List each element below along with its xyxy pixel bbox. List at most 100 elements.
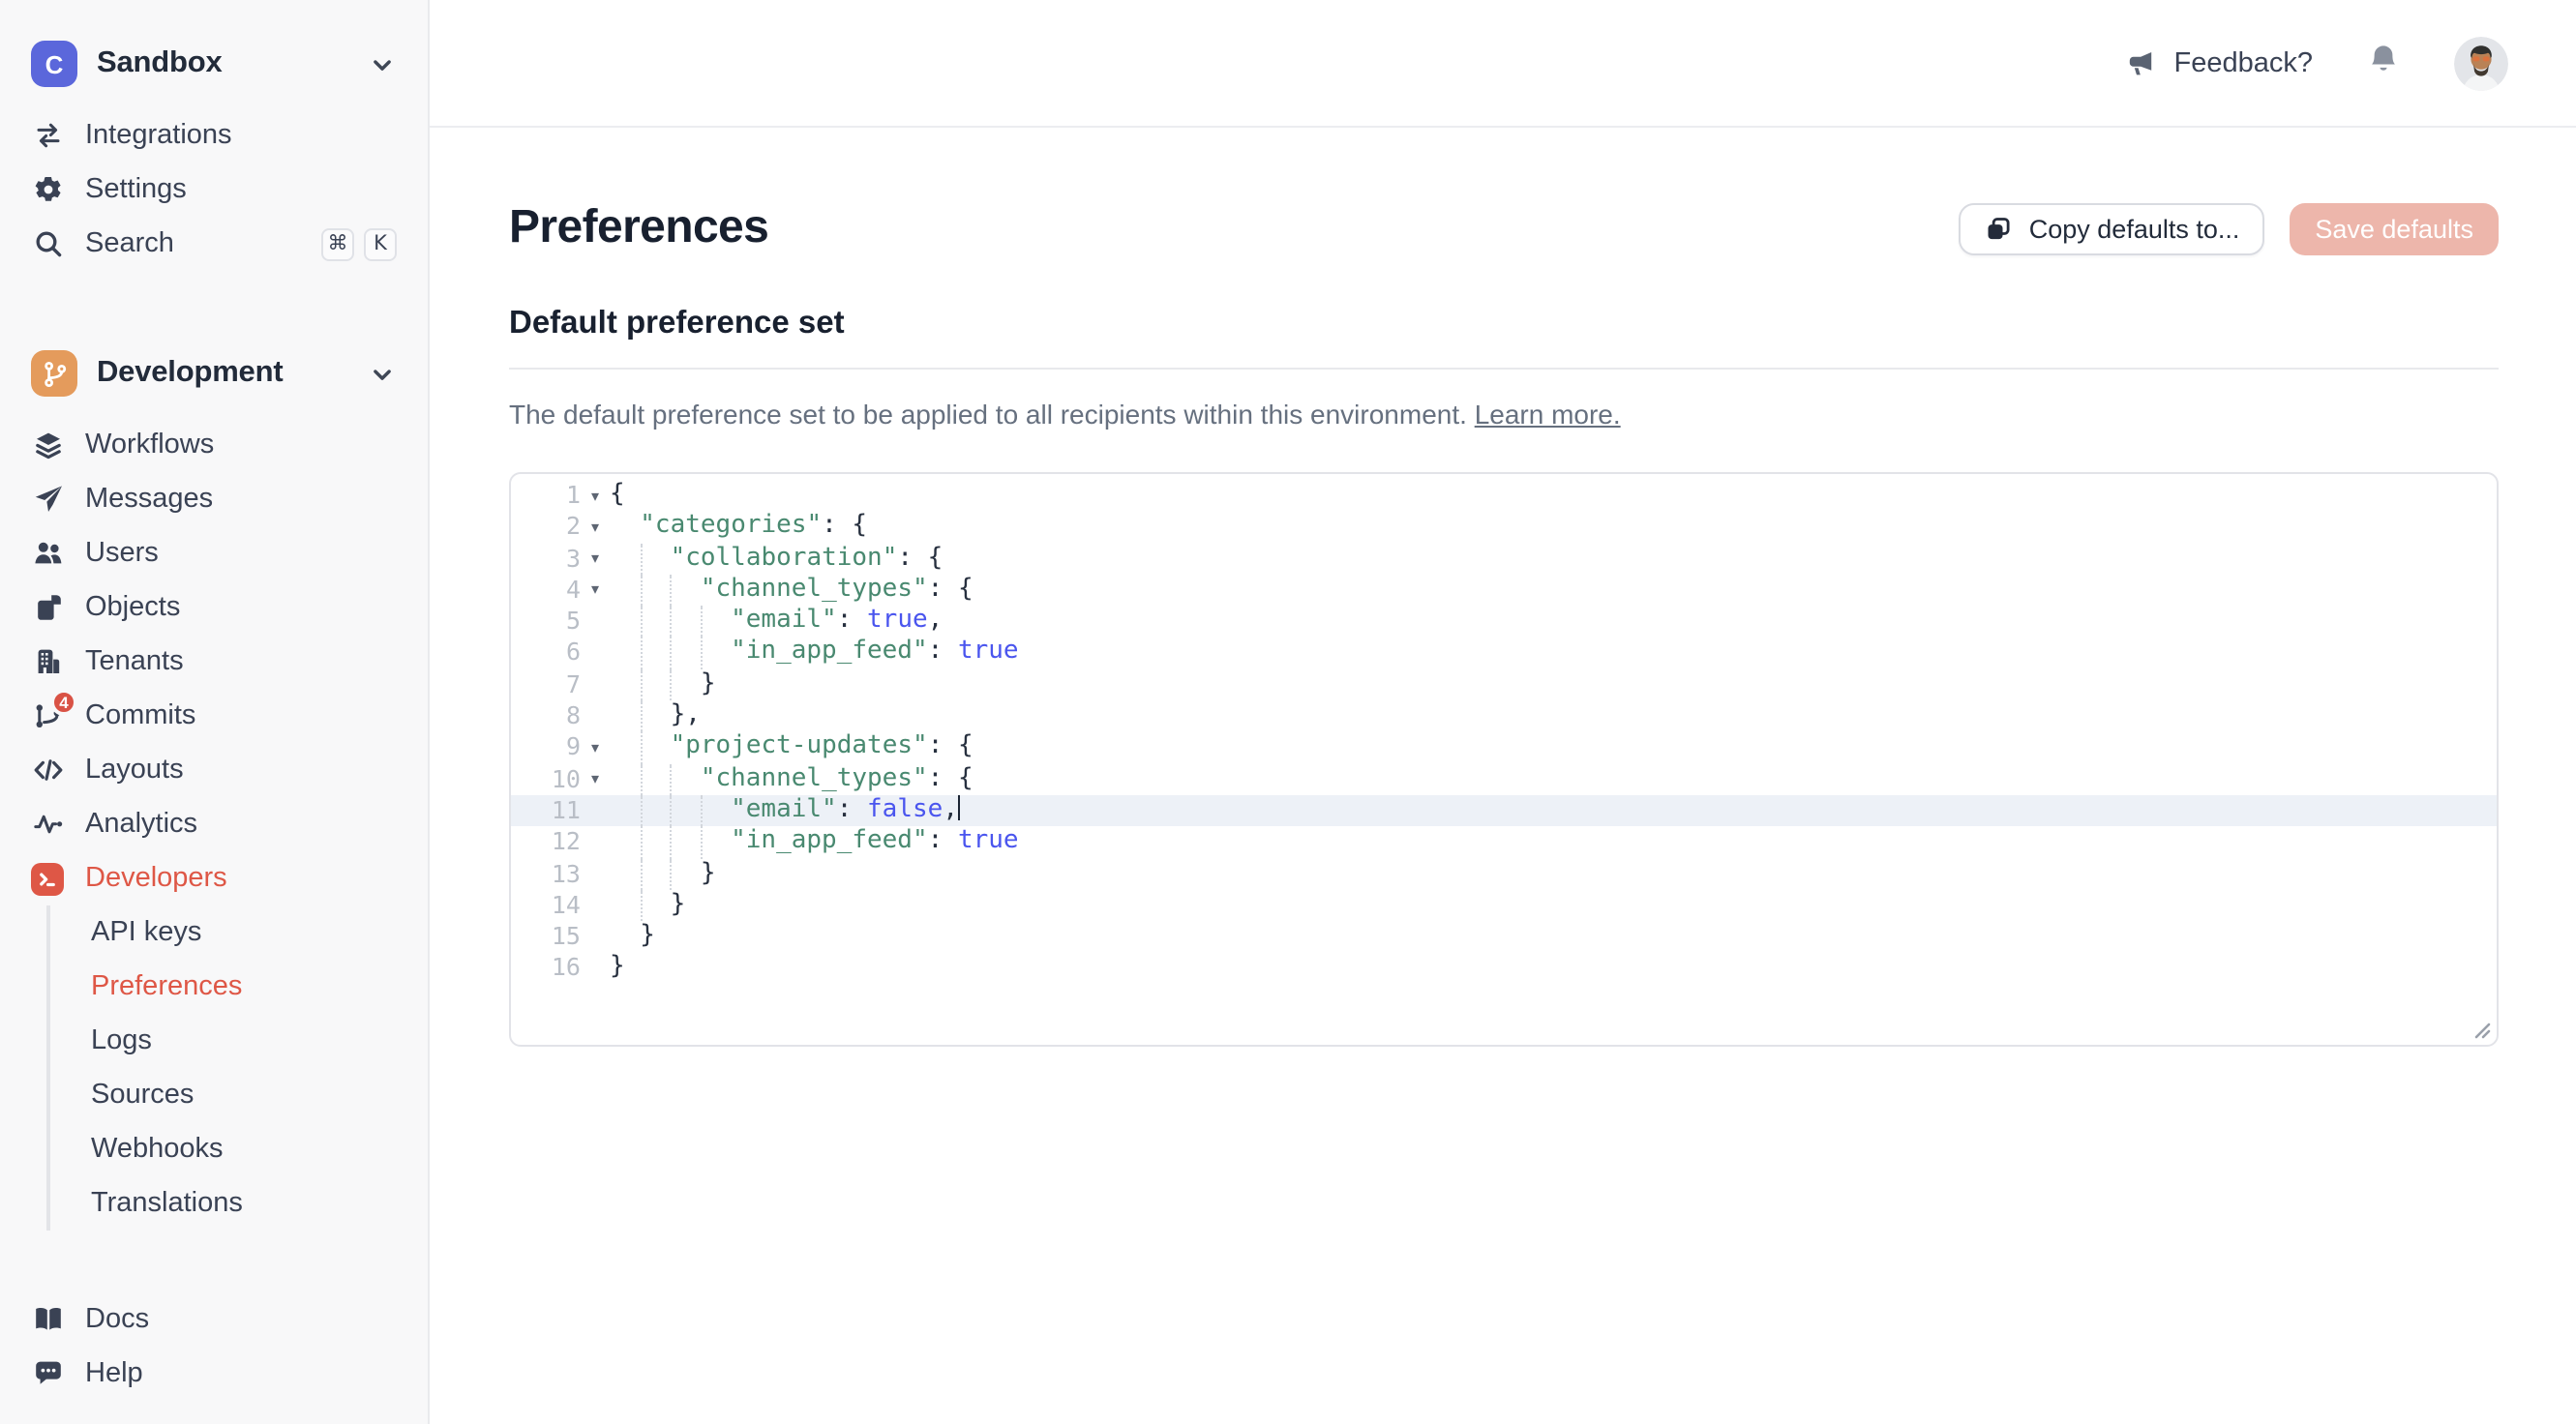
sidebar-item-workflows[interactable]: Workflows bbox=[0, 418, 428, 472]
save-defaults-button[interactable]: Save defaults bbox=[2290, 202, 2499, 254]
code-text: "in_app_feed": true bbox=[610, 826, 1019, 859]
section-title: Default preference set bbox=[509, 306, 845, 341]
workspace-switcher[interactable]: C Sandbox bbox=[0, 35, 428, 93]
commit-count-badge: 4 bbox=[50, 688, 77, 715]
fold-gutter-spacer bbox=[581, 905, 610, 906]
avatar-image bbox=[2454, 36, 2508, 90]
code-line-8[interactable]: 8}, bbox=[511, 700, 2497, 732]
fold-gutter-spacer bbox=[581, 652, 610, 654]
code-line-15[interactable]: 15} bbox=[511, 921, 2497, 953]
code-text: } bbox=[610, 858, 716, 890]
fold-gutter-spacer bbox=[581, 684, 610, 686]
environment-switcher[interactable]: Development bbox=[0, 344, 428, 402]
line-number: 2 bbox=[565, 511, 581, 541]
copy-defaults-button[interactable]: Copy defaults to... bbox=[1959, 202, 2265, 254]
keycap: ⌘ bbox=[321, 227, 354, 260]
sidebar-item-analytics[interactable]: Analytics bbox=[0, 797, 428, 851]
code-text: { bbox=[610, 480, 625, 509]
sidebar-subitem-sources[interactable]: Sources bbox=[91, 1080, 195, 1111]
code-line-4[interactable]: 4 ▾ "channel_types": { bbox=[511, 574, 2497, 607]
feedback-label: Feedback? bbox=[2173, 47, 2314, 78]
gear-icon bbox=[31, 173, 64, 206]
sidebar-item-label: Layouts bbox=[85, 755, 184, 786]
code-text: "email": false, bbox=[610, 794, 961, 827]
code-line-14[interactable]: 14} bbox=[511, 889, 2497, 922]
sidebar-subitem-api-keys[interactable]: API keys bbox=[91, 917, 202, 948]
paper-plane-icon bbox=[31, 483, 64, 516]
code-line-6[interactable]: 6 "in_app_feed": true bbox=[511, 637, 2497, 669]
sidebar-item-objects[interactable]: Objects bbox=[0, 580, 428, 635]
line-number: 13 bbox=[551, 858, 581, 888]
chevron-down-icon bbox=[368, 359, 397, 388]
user-avatar[interactable] bbox=[2454, 36, 2508, 90]
code-line-10[interactable]: 10 ▾ "channel_types": { bbox=[511, 763, 2497, 795]
sidebar-subitem-preferences[interactable]: Preferences bbox=[91, 971, 243, 1002]
sidebar-item-label: Settings bbox=[85, 174, 187, 205]
json-code-editor[interactable]: 1 ▾ {2 ▾ "categories": {3 ▾ "collaboration": {… bbox=[509, 472, 2499, 1047]
search-icon bbox=[31, 227, 64, 260]
sidebar: C Sandbox Integrations Settings Search ⌘ K D… bbox=[0, 0, 430, 1424]
line-number: 11 bbox=[551, 794, 581, 824]
fold-gutter-spacer bbox=[581, 715, 610, 717]
code-line-1[interactable]: 1 ▾ { bbox=[511, 480, 2497, 512]
code-text: "categories": { bbox=[640, 511, 868, 541]
code-line-3[interactable]: 3 ▾ "collaboration": { bbox=[511, 543, 2497, 575]
sidebar-item-messages[interactable]: Messages bbox=[0, 472, 428, 526]
sidebar-item-label: Search bbox=[85, 228, 174, 259]
fold-arrow-icon[interactable]: ▾ bbox=[590, 770, 599, 788]
sidebar-item-tenants[interactable]: Tenants bbox=[0, 635, 428, 689]
topbar: Feedback? bbox=[430, 0, 2576, 128]
sidebar-item-label: Integrations bbox=[85, 120, 232, 151]
sidebar-item-help[interactable]: Help bbox=[0, 1347, 426, 1401]
feedback-button[interactable]: Feedback? bbox=[2126, 47, 2314, 78]
code-line-11[interactable]: 11 "email": false, bbox=[511, 794, 2497, 827]
sidebar-item-layouts[interactable]: Layouts bbox=[0, 743, 428, 797]
workspace-logo-icon: C bbox=[31, 41, 77, 87]
line-number: 14 bbox=[551, 889, 581, 919]
code-line-5[interactable]: 5 "email": true, bbox=[511, 606, 2497, 638]
line-number: 9 bbox=[565, 731, 581, 761]
code-text: "collaboration": { bbox=[610, 543, 943, 575]
line-number: 10 bbox=[551, 763, 581, 793]
code-line-2[interactable]: 2 ▾ "categories": { bbox=[511, 512, 2497, 544]
code-text: } bbox=[610, 889, 685, 922]
sidebar-item-integrations[interactable]: Integrations bbox=[0, 108, 428, 163]
terminal-icon bbox=[31, 862, 64, 895]
code-text: "in_app_feed": true bbox=[610, 637, 1019, 669]
code-text: }, bbox=[610, 700, 701, 732]
fold-arrow-icon[interactable]: ▾ bbox=[590, 549, 599, 568]
fold-arrow-icon[interactable]: ▾ bbox=[590, 518, 599, 536]
code-line-7[interactable]: 7} bbox=[511, 668, 2497, 701]
fold-gutter-spacer bbox=[581, 936, 610, 938]
notifications-button[interactable] bbox=[2367, 42, 2400, 84]
sidebar-bottom-nav: Docs Help bbox=[0, 1292, 426, 1401]
sidebar-subitem-translations[interactable]: Translations bbox=[91, 1188, 243, 1219]
line-number: 15 bbox=[551, 921, 581, 951]
code-text: "channel_types": { bbox=[610, 574, 973, 607]
copy-icon bbox=[1985, 214, 2014, 243]
fold-arrow-icon[interactable]: ▾ bbox=[590, 580, 599, 599]
code-line-13[interactable]: 13} bbox=[511, 858, 2497, 890]
sidebar-item-commits[interactable]: 4 Commits bbox=[0, 688, 428, 743]
sidebar-item-docs[interactable]: Docs bbox=[0, 1292, 426, 1347]
resize-handle[interactable] bbox=[2470, 1018, 2491, 1039]
line-number: 6 bbox=[565, 637, 581, 667]
line-number: 3 bbox=[565, 543, 581, 573]
sidebar-item-search[interactable]: Search ⌘ K bbox=[0, 217, 428, 271]
sidebar-item-label: Analytics bbox=[85, 809, 198, 840]
chat-icon bbox=[31, 1357, 64, 1390]
sidebar-subitem-logs[interactable]: Logs bbox=[91, 1025, 152, 1056]
sidebar-subitem-webhooks[interactable]: Webhooks bbox=[91, 1134, 224, 1165]
sidebar-item-developers[interactable]: Developers bbox=[0, 851, 428, 905]
sidebar-item-label: Developers bbox=[85, 863, 227, 894]
fold-arrow-icon[interactable]: ▾ bbox=[590, 738, 599, 756]
code-line-12[interactable]: 12 "in_app_feed": true bbox=[511, 826, 2497, 859]
sidebar-item-users[interactable]: Users bbox=[0, 526, 428, 580]
learn-more-link[interactable]: Learn more. bbox=[1474, 399, 1621, 430]
sidebar-item-settings[interactable]: Settings bbox=[0, 163, 428, 217]
fold-arrow-icon[interactable]: ▾ bbox=[590, 487, 599, 504]
code-line-16[interactable]: 16} bbox=[511, 953, 2497, 985]
code-line-9[interactable]: 9 ▾ "project-updates": { bbox=[511, 731, 2497, 764]
sidebar-item-label: Help bbox=[85, 1358, 143, 1389]
